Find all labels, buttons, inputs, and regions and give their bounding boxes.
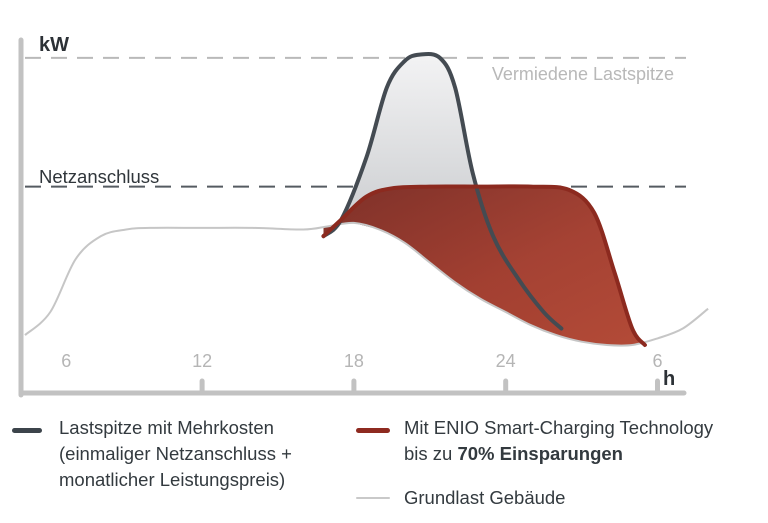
grid-connection-label: Netzanschluss: [39, 166, 159, 187]
base-load-line: [24, 221, 709, 347]
legend-peak-note-2: monatlicher Leistungspreis): [59, 469, 286, 490]
legend-enio-label: Mit ENIO Smart-Charging Technology: [404, 417, 714, 438]
avoided-peak-label: Vermiedene Lastspitze: [492, 64, 674, 84]
legend-swatch-enio: [356, 428, 390, 433]
legend-swatch-peak: [12, 428, 42, 433]
x-tick-label: 24: [496, 351, 516, 371]
legend-peak-note-1: (einmaliger Netzanschluss +: [59, 443, 292, 464]
enio-load-line: [321, 184, 647, 347]
x-tick-label: 12: [192, 351, 212, 371]
legend: Lastspitze mit Mehrkosten (einmaliger Ne…: [0, 405, 768, 523]
legend-base-label: Grundlast Gebäude: [404, 487, 566, 508]
legend-peak-label: Lastspitze mit Mehrkosten: [59, 417, 274, 438]
legend-item-base: Grundlast Gebäude: [356, 485, 768, 511]
legend-enio-savings-value: 70% Einsparungen: [457, 443, 623, 464]
legend-item-enio: Mit ENIO Smart-Charging Technology bis z…: [356, 415, 768, 467]
load-profile-chart: 6 12 18 24 6 kW h Vermiedene Lastspitze Netzansc…: [18, 34, 709, 398]
x-axis-label: h: [663, 368, 675, 390]
x-tick-label: 6: [61, 351, 71, 371]
x-tick-label: 18: [344, 351, 364, 371]
peak-load-line: [321, 51, 564, 331]
enio-area: [323, 186, 645, 345]
legend-swatch-base: [356, 497, 390, 499]
legend-enio-savings-prefix: bis zu: [404, 443, 458, 464]
legend-item-peak: Lastspitze mit Mehrkosten (einmaliger Ne…: [12, 415, 352, 493]
x-tick-label: 6: [652, 351, 662, 371]
y-axis-label: kW: [39, 34, 69, 56]
